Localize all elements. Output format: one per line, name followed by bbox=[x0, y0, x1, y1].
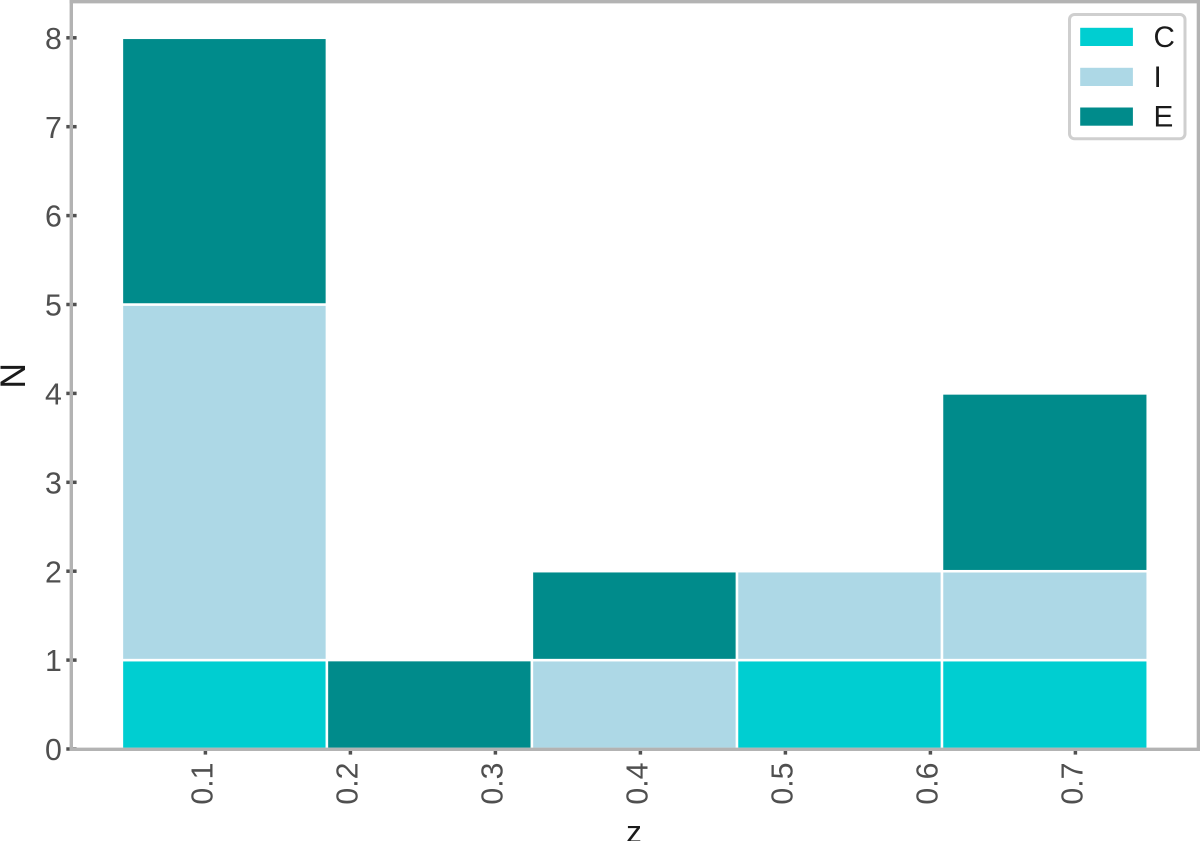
svg-text:4: 4 bbox=[45, 379, 62, 412]
svg-text:7: 7 bbox=[45, 112, 62, 145]
svg-text:I: I bbox=[1154, 61, 1162, 94]
svg-text:z: z bbox=[626, 814, 642, 841]
svg-text:2: 2 bbox=[45, 556, 62, 589]
svg-text:0.7: 0.7 bbox=[1057, 763, 1090, 805]
svg-text:C: C bbox=[1154, 21, 1175, 54]
svg-text:0.5: 0.5 bbox=[767, 763, 800, 805]
svg-text:6: 6 bbox=[45, 201, 62, 234]
svg-text:0: 0 bbox=[45, 734, 62, 767]
svg-text:0.6: 0.6 bbox=[912, 763, 945, 805]
svg-text:0.4: 0.4 bbox=[622, 763, 655, 805]
svg-text:N: N bbox=[0, 363, 33, 389]
svg-text:5: 5 bbox=[45, 290, 62, 323]
svg-text:0.2: 0.2 bbox=[331, 763, 364, 805]
svg-text:3: 3 bbox=[45, 467, 62, 500]
svg-text:1: 1 bbox=[45, 645, 62, 678]
svg-text:E: E bbox=[1154, 101, 1174, 134]
svg-text:0.3: 0.3 bbox=[476, 763, 509, 805]
svg-text:8: 8 bbox=[45, 23, 62, 56]
svg-text:0.1: 0.1 bbox=[186, 763, 219, 805]
